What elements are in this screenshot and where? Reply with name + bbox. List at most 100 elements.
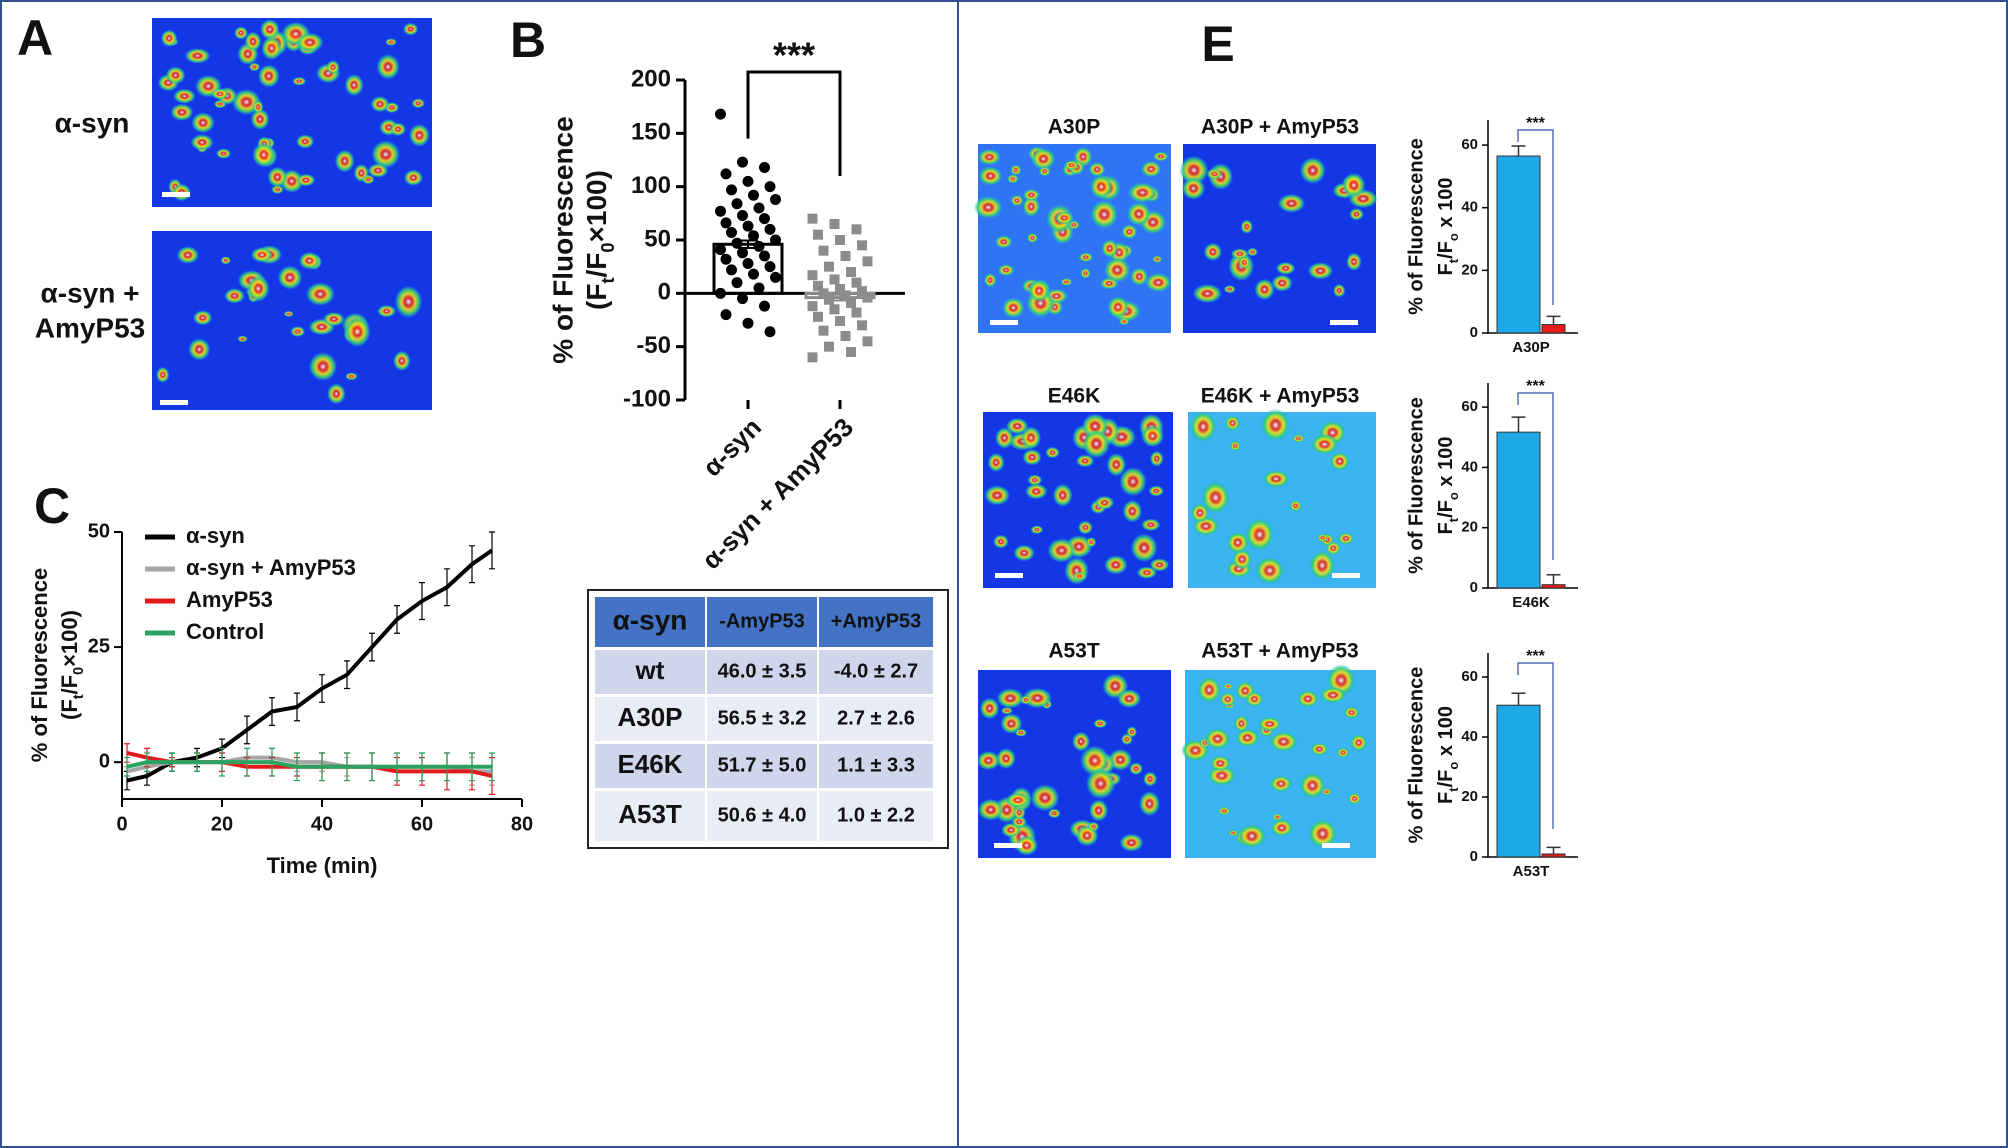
cell: [994, 235, 1013, 249]
series-line: [126, 548, 494, 783]
cell: [1347, 792, 1362, 805]
data-point: [829, 219, 840, 229]
cell: [1316, 533, 1329, 543]
image-title: E46K + AmyP53: [1201, 385, 1360, 408]
y-axis-label: (Ft/F0×100): [581, 170, 617, 310]
micrograph: [1188, 408, 1376, 588]
cell: [1231, 548, 1253, 570]
data-point: [807, 213, 818, 224]
cell: [984, 485, 1011, 506]
cell: [252, 142, 276, 168]
y-axis-label: Ft/Fo x 100: [1435, 437, 1461, 535]
cell: [250, 247, 274, 263]
panel-letter: E: [1201, 16, 1234, 72]
cell: [1075, 454, 1095, 468]
x-tick-label: 80: [511, 813, 533, 835]
micrograph: [1181, 664, 1376, 858]
y-tick-label: 40: [1461, 728, 1478, 745]
error-bar: [1546, 846, 1561, 854]
x-tick-label: A30P: [1512, 339, 1550, 356]
data-point: [748, 230, 759, 242]
cell: [1299, 157, 1326, 185]
y-axis-label: % of Fluorescence: [1405, 667, 1427, 844]
data-point: [759, 300, 770, 312]
table-cell: [707, 791, 817, 841]
data-point: [813, 280, 823, 291]
label-part: /F: [57, 675, 82, 695]
image-title: A53T: [1048, 640, 1100, 663]
cell: [267, 166, 288, 188]
cell: [290, 326, 306, 337]
cell: [1064, 160, 1080, 171]
cell: [1078, 252, 1094, 263]
cell: [1054, 211, 1074, 225]
y-tick-label: 150: [631, 119, 671, 146]
cell: [977, 148, 1001, 166]
cell: [1245, 691, 1264, 708]
cell: [979, 697, 1000, 720]
cell: [1002, 297, 1025, 319]
image-label: α-syn: [55, 107, 130, 138]
data-point: [720, 253, 732, 265]
label-part: (F: [57, 699, 82, 720]
cell: [997, 264, 1015, 277]
significance-bracket: [1517, 392, 1554, 560]
x-tick-label: 20: [211, 813, 233, 835]
cell: [191, 112, 215, 134]
data-point: [835, 284, 845, 295]
label-part: /F: [1435, 500, 1457, 518]
scale-bar: [160, 400, 188, 405]
cell: [343, 316, 371, 348]
cell: [210, 88, 230, 100]
cell: [1337, 532, 1355, 545]
cell: [973, 195, 1003, 219]
cell: [244, 31, 262, 52]
y-tick-label: 200: [631, 65, 671, 92]
cell: [1094, 495, 1115, 510]
cell: [170, 103, 194, 121]
y-axis-label: % of Fluorescence: [1405, 138, 1427, 315]
table-cell: [595, 650, 705, 694]
cell: [1030, 525, 1044, 534]
panel-letter: B: [510, 12, 546, 68]
cell: [1025, 483, 1048, 500]
data-point: [851, 224, 862, 235]
label-part: t: [1446, 787, 1461, 792]
data-point: [759, 250, 770, 262]
cell: [326, 60, 340, 75]
cell: [1343, 706, 1360, 719]
series-line: [126, 751, 493, 778]
cell: [1052, 483, 1073, 507]
error-bar: [1511, 692, 1526, 706]
cell: [1138, 791, 1161, 817]
cell: [1224, 415, 1241, 432]
cell: [1072, 571, 1087, 581]
table-header: +AmyP53: [831, 610, 922, 632]
cell: [1145, 272, 1172, 293]
cell: [1130, 267, 1149, 286]
cell: [234, 26, 248, 40]
cell: [1126, 201, 1152, 227]
cell: [1087, 821, 1100, 832]
cell: [1027, 474, 1043, 486]
data-point: [764, 181, 776, 193]
micrograph: [1179, 144, 1378, 333]
data-point: [737, 247, 748, 259]
cell: [1117, 689, 1142, 708]
cell: [995, 427, 1014, 449]
table-text: wt: [635, 655, 665, 685]
label-part: t: [598, 277, 618, 283]
data-point: [770, 193, 781, 205]
bar: [1496, 704, 1541, 858]
label-part: t: [71, 694, 87, 699]
label-part: F: [1435, 792, 1457, 804]
data-point: [731, 198, 743, 210]
table-cell: [819, 791, 933, 841]
table-text: 46.0 ± 3.5: [718, 660, 807, 682]
data-point: [764, 261, 776, 273]
table-text: 2.7 ± 2.6: [837, 707, 915, 729]
cell: [1047, 808, 1061, 819]
bar: [1541, 853, 1566, 858]
cell: [334, 149, 355, 173]
data-point: [720, 168, 732, 180]
